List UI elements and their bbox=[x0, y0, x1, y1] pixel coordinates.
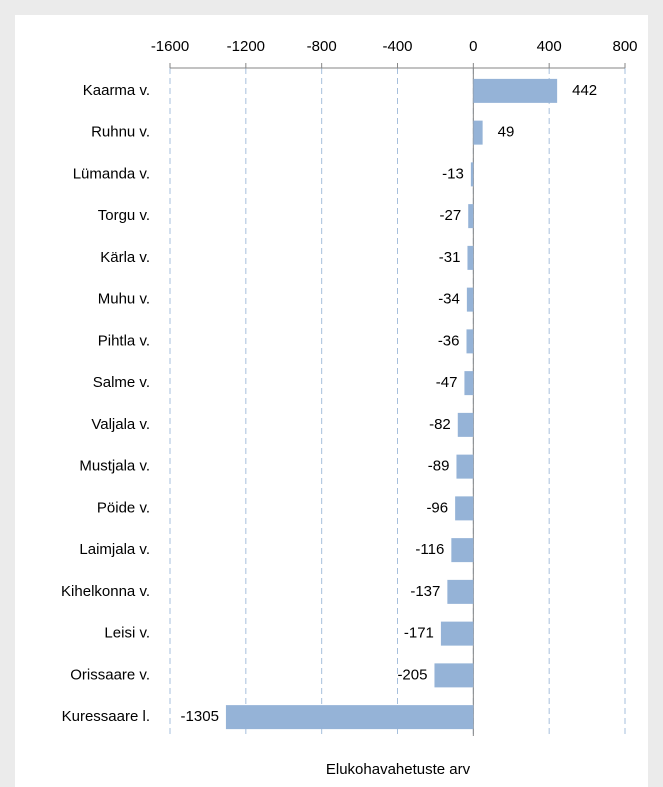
bar bbox=[473, 78, 558, 103]
bar bbox=[457, 412, 474, 437]
bar bbox=[447, 579, 474, 604]
bar bbox=[464, 371, 474, 396]
bar bbox=[456, 454, 474, 479]
y-tick-label: Kärla v. bbox=[100, 249, 150, 266]
y-tick-label: Ruhnu v. bbox=[91, 124, 150, 141]
y-tick-label: Laimjala v. bbox=[79, 541, 150, 558]
bar bbox=[466, 329, 474, 354]
y-tick-label: Pöide v. bbox=[97, 499, 150, 516]
y-tick-label: Salme v. bbox=[93, 374, 150, 391]
value-label: -171 bbox=[404, 625, 434, 642]
bar bbox=[434, 663, 474, 688]
y-tick-label: Pihtla v. bbox=[98, 332, 150, 349]
value-label: -27 bbox=[440, 207, 462, 224]
bar bbox=[466, 287, 474, 312]
y-tick-label: Mustjala v. bbox=[79, 458, 150, 475]
bar bbox=[225, 705, 474, 730]
bar bbox=[470, 162, 474, 187]
value-label: -1305 bbox=[181, 708, 219, 725]
y-tick-label: Kuressaare l. bbox=[62, 708, 150, 725]
bar bbox=[440, 621, 474, 646]
y-tick-label: Muhu v. bbox=[98, 291, 150, 308]
y-tick-label: Kihelkonna v. bbox=[61, 583, 150, 600]
plot-panel bbox=[15, 15, 648, 787]
bar bbox=[473, 120, 483, 145]
value-label: 49 bbox=[498, 124, 515, 141]
y-tick-label: Leisi v. bbox=[104, 625, 150, 642]
y-tick-label: Torgu v. bbox=[98, 207, 150, 224]
value-label: -205 bbox=[397, 666, 427, 683]
value-label: -137 bbox=[410, 583, 440, 600]
y-tick-label: Kaarma v. bbox=[83, 82, 150, 99]
bar bbox=[451, 538, 474, 563]
x-tick-label: 800 bbox=[612, 38, 637, 55]
value-label: -36 bbox=[438, 332, 460, 349]
value-label: 442 bbox=[572, 82, 597, 99]
value-label: -96 bbox=[426, 499, 448, 516]
x-axis-title: Elukohavahetuste arv bbox=[326, 761, 471, 778]
x-tick-label: 400 bbox=[537, 38, 562, 55]
value-label: -89 bbox=[428, 458, 450, 475]
bar bbox=[467, 245, 474, 270]
value-label: -116 bbox=[415, 541, 444, 558]
value-label: -82 bbox=[429, 416, 451, 433]
y-tick-label: Valjala v. bbox=[91, 416, 150, 433]
value-label: -31 bbox=[439, 249, 461, 266]
y-tick-label: Orissaare v. bbox=[70, 666, 150, 683]
value-label: -34 bbox=[438, 291, 460, 308]
bar bbox=[455, 496, 474, 521]
x-tick-label: 0 bbox=[469, 38, 477, 55]
value-label: -47 bbox=[436, 374, 458, 391]
x-tick-label: -1200 bbox=[227, 38, 265, 55]
y-tick-label: Lümanda v. bbox=[73, 165, 150, 182]
x-tick-label: -1600 bbox=[151, 38, 189, 55]
bar bbox=[468, 204, 474, 229]
value-label: -13 bbox=[442, 165, 464, 182]
x-tick-label: -800 bbox=[307, 38, 337, 55]
x-tick-label: -400 bbox=[382, 38, 412, 55]
